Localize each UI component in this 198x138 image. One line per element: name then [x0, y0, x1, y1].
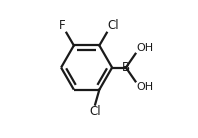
Text: Cl: Cl [89, 105, 101, 118]
Text: Cl: Cl [107, 19, 119, 32]
Text: OH: OH [136, 82, 153, 92]
Text: OH: OH [136, 43, 153, 53]
Text: F: F [59, 19, 66, 32]
Text: B: B [122, 61, 130, 74]
